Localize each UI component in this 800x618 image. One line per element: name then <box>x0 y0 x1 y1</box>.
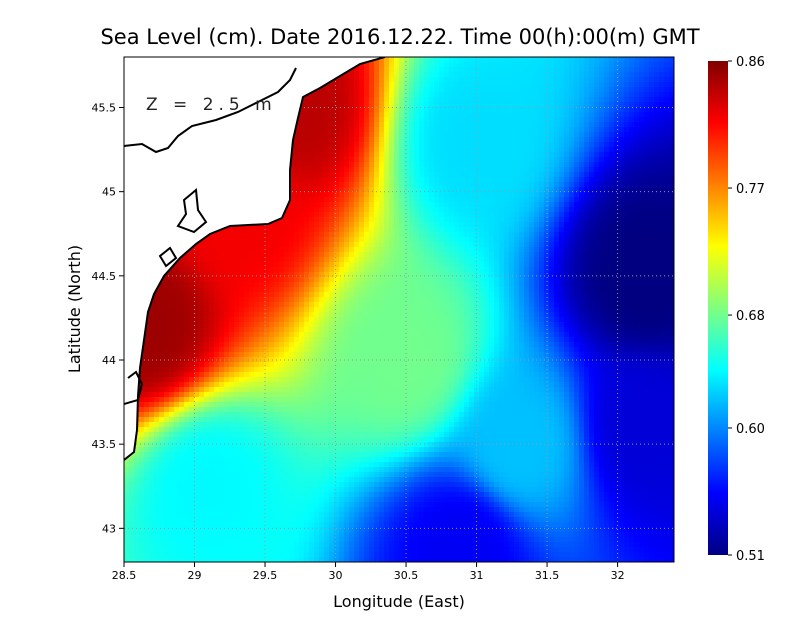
colorbar-tick-label: 0.68 <box>736 309 765 324</box>
y-tick-label: 43 <box>102 522 116 535</box>
x-axis-label: Longitude (East) <box>333 592 465 611</box>
y-tick-label: 44 <box>102 354 116 367</box>
y-axis: 43 43.5 44 44.5 45 45.5 <box>92 102 124 535</box>
lake-outline <box>124 67 297 154</box>
coastline <box>124 57 386 461</box>
chart-title: Sea Level (cm). Date 2016.12.22. Time 00… <box>100 25 699 49</box>
colorbar <box>708 61 728 555</box>
y-tick-label: 45.5 <box>92 102 117 115</box>
colorbar-tick-label: 0.51 <box>736 549 765 564</box>
colorbar-labels: 0.86 0.77 0.68 0.60 0.51 <box>728 55 765 564</box>
x-tick-label: 29 <box>188 569 202 582</box>
x-tick-label: 30.5 <box>394 569 419 582</box>
x-tick-label: 31 <box>470 569 484 582</box>
lagoon-outline <box>176 188 208 234</box>
x-tick-label: 28.5 <box>112 569 137 582</box>
colorbar-tick-label: 0.77 <box>736 182 765 197</box>
colorbar-tick-label: 0.86 <box>736 55 765 70</box>
plot-frame <box>123 56 675 563</box>
y-tick-label: 43.5 <box>92 438 117 451</box>
depth-annotation: Z = 2.5 m <box>146 95 277 115</box>
y-tick-label: 45 <box>102 186 116 199</box>
coastline-land <box>124 57 385 460</box>
y-axis-label: Latitude (North) <box>65 245 84 373</box>
x-axis: 28.5 29 29.5 30 30.5 31 31.5 32 <box>112 562 625 582</box>
islet-outline <box>158 246 178 268</box>
estuary-outline <box>124 370 144 405</box>
y-tick-label: 44.5 <box>92 270 117 283</box>
x-tick-label: 29.5 <box>253 569 278 582</box>
x-tick-label: 30 <box>329 569 343 582</box>
colorbar-tick-label: 0.60 <box>736 422 765 437</box>
x-tick-label: 32 <box>611 569 625 582</box>
x-tick-label: 31.5 <box>535 569 560 582</box>
